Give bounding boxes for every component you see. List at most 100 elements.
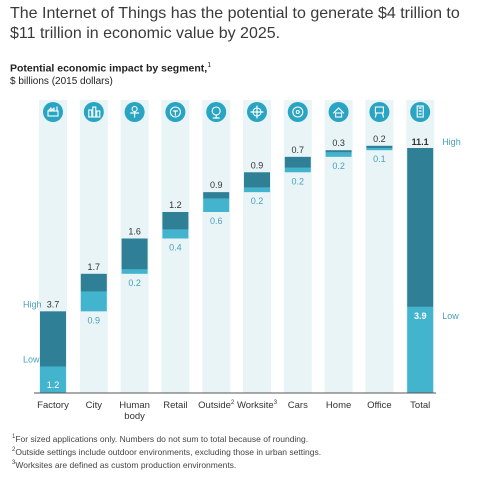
factory-icon-circle bbox=[43, 102, 63, 122]
data-label-low: 1.2 bbox=[47, 380, 60, 390]
column-background bbox=[243, 100, 271, 393]
home-icon-stroke bbox=[338, 107, 345, 114]
total-icon bbox=[410, 102, 431, 122]
column-background bbox=[324, 100, 353, 393]
category-label: Home bbox=[326, 400, 351, 411]
category-label: Cars bbox=[288, 400, 308, 411]
retail-icon-stroke bbox=[169, 106, 181, 118]
footnote-text: For sized applications only. Numbers do … bbox=[15, 433, 309, 444]
data-label-high: 0.7 bbox=[292, 145, 305, 155]
bar-low-segment bbox=[203, 198, 230, 213]
worksite-icon bbox=[247, 102, 267, 122]
category-footnote-mark: 2 bbox=[231, 400, 235, 406]
category-label: Human bbox=[119, 400, 150, 411]
data-label-low: 0.2 bbox=[251, 196, 264, 206]
subtitle-text: Potential economic impact by segment, bbox=[10, 62, 208, 75]
data-label-low: 0.1 bbox=[373, 154, 386, 164]
bar-high-segment bbox=[40, 311, 66, 367]
footnote-mark: 3 bbox=[12, 459, 16, 466]
chart-units: $ billions (2015 dollars) bbox=[10, 76, 113, 87]
bar-low-segment bbox=[80, 291, 107, 312]
series-label-high: High bbox=[23, 299, 42, 309]
footnote-3: 3Worksites are defined as custom product… bbox=[12, 458, 472, 471]
category-label: Total bbox=[410, 400, 430, 411]
chart-subtitle: Potential economic impact by segment,1 bbox=[10, 62, 211, 75]
home-icon-circle bbox=[328, 102, 349, 122]
factory-icon bbox=[43, 102, 63, 122]
data-label-low: 0.6 bbox=[210, 216, 223, 226]
bar-low-segment bbox=[244, 187, 270, 193]
bar-high-segment bbox=[80, 273, 107, 292]
category-label: body bbox=[124, 411, 145, 422]
footnote-text: Worksites are defined as custom producti… bbox=[15, 459, 237, 470]
data-label-low: 0.4 bbox=[169, 242, 182, 252]
car-icon-circle bbox=[287, 102, 308, 122]
car-icon-stroke bbox=[292, 106, 304, 118]
car-icon bbox=[287, 102, 308, 122]
category-label: Outside2 bbox=[198, 400, 235, 411]
footnote-text: Outside settings include outdoor environ… bbox=[15, 446, 322, 457]
data-label-high: 3.7 bbox=[47, 299, 60, 309]
home-icon-stroke bbox=[333, 107, 340, 114]
waterfall-chart: 3.7 1.2 High Low Factory 1.7 0.9 City 1.6 0.2 Huma… bbox=[23, 100, 461, 422]
data-label-high: 0.9 bbox=[210, 180, 223, 190]
bar-low-segment bbox=[366, 148, 393, 151]
chart-headline: The Internet of Things has the potential… bbox=[10, 5, 460, 42]
data-label-high: 1.7 bbox=[88, 262, 101, 272]
subtitle-footnote-mark: 1 bbox=[207, 62, 212, 69]
office-icon-stroke bbox=[381, 112, 384, 118]
bar-high-segment bbox=[325, 150, 352, 153]
data-label-low: 0.2 bbox=[332, 161, 345, 171]
data-label-low: 3.9 bbox=[414, 311, 427, 321]
bar-high-segment bbox=[366, 145, 393, 148]
data-label-high: 1.6 bbox=[128, 226, 141, 236]
city-icon bbox=[83, 102, 104, 122]
outside-icon bbox=[206, 102, 227, 122]
data-label-high: 0.3 bbox=[332, 138, 345, 148]
bar-high-segment bbox=[121, 238, 148, 270]
bar-low-segment bbox=[162, 229, 189, 239]
city-icon-stroke bbox=[88, 109, 93, 118]
total-icon-circle bbox=[410, 102, 431, 122]
column-background bbox=[365, 100, 394, 393]
office-icon bbox=[369, 102, 390, 122]
bar-high-segment bbox=[244, 172, 270, 188]
footnote-1: 1For sized applications only. Numbers do… bbox=[12, 432, 472, 445]
office-icon-stroke bbox=[374, 112, 377, 118]
home-icon-stroke bbox=[335, 112, 343, 118]
footnote-2: 2Outside settings include outdoor enviro… bbox=[12, 445, 472, 458]
data-label-low: 0.2 bbox=[292, 176, 305, 186]
total-icon-stroke bbox=[416, 105, 424, 118]
bar-low-segment bbox=[40, 366, 66, 393]
footnote-mark: 2 bbox=[12, 446, 16, 453]
city-icon-circle bbox=[83, 102, 104, 122]
footnotes: 1For sized applications only. Numbers do… bbox=[12, 432, 472, 470]
column-background bbox=[283, 100, 312, 393]
data-label-high: 1.2 bbox=[169, 200, 182, 210]
series-label-high: High bbox=[442, 137, 461, 147]
data-label-low: 0.2 bbox=[128, 278, 141, 288]
office-icon-stroke bbox=[374, 106, 384, 114]
category-label: Worksite3 bbox=[237, 400, 278, 411]
bar-low-segment bbox=[121, 269, 148, 274]
city-icon-stroke bbox=[96, 110, 101, 118]
category-label: Retail bbox=[163, 400, 187, 411]
series-label-low: Low bbox=[23, 355, 40, 365]
series-label-low: Low bbox=[442, 311, 459, 321]
factory-icon-stroke bbox=[47, 110, 59, 117]
data-label-low: 0.9 bbox=[88, 315, 101, 325]
column-background bbox=[79, 100, 108, 393]
bar-low-segment bbox=[407, 306, 434, 393]
data-label-high: 11.1 bbox=[412, 137, 429, 147]
bar-high-segment bbox=[407, 148, 434, 307]
bar-high-segment bbox=[162, 212, 189, 230]
bar-high-segment bbox=[284, 156, 311, 168]
bar-low-segment bbox=[284, 167, 311, 173]
bar-low-segment bbox=[325, 152, 352, 157]
footnote-mark: 1 bbox=[12, 434, 16, 440]
category-label: City bbox=[86, 400, 103, 411]
office-icon-circle bbox=[369, 102, 390, 122]
outside-icon-circle bbox=[206, 102, 227, 122]
bar-high-segment bbox=[203, 192, 230, 199]
column-background bbox=[161, 100, 190, 393]
